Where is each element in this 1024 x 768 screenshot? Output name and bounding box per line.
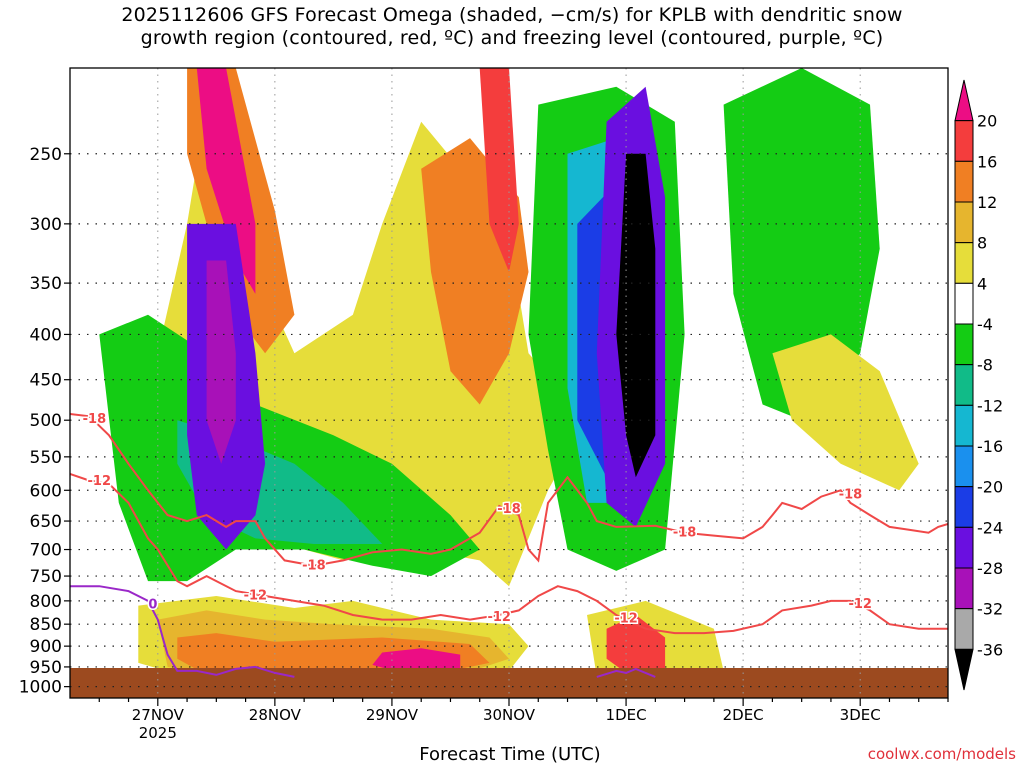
contour-label: -12 [88,474,112,489]
omega-region-18 [723,68,880,421]
y-tick-label: 800 [30,592,62,612]
colorbar-label: -36 [977,640,1003,659]
contour-label: -12 [614,611,638,626]
chart-title-line1: 2025112606 GFS Forecast Omega (shaded, −… [121,4,903,26]
y-tick-label: 400 [30,325,62,345]
y-tick-label: 450 [30,371,62,391]
colorbar-label: 4 [977,274,987,293]
colorbar-band [954,282,974,325]
y-tick-label: 750 [30,567,62,587]
colorbar-band [954,486,974,528]
y-tick-label: 600 [30,481,62,501]
x-tick-label: 3DEC [840,706,881,724]
x-tick-label: 2DEC [723,706,764,724]
colorbar-label: -32 [977,600,1003,619]
contour-label: -12 [244,589,268,604]
y-tick-label: 1000 [19,678,62,698]
colorbar-band [954,404,974,447]
y-tick-label: 500 [30,411,62,431]
colorbar-label: 20 [977,112,997,131]
contour-label: -12 [487,610,511,625]
colorbar-band [954,201,974,244]
colorbar-band [954,526,974,569]
colorbar-label: 8 [977,234,987,253]
x-tick-sublabel: 2025 [139,724,177,742]
colorbar-band [954,79,974,122]
x-tick-label: 1DEC [606,706,647,724]
omega-region-19 [772,334,919,491]
y-tick-label: 700 [30,541,62,561]
contour-line-2 [70,585,295,678]
contour-label: -18 [673,526,697,541]
colorbar-band [954,323,974,366]
contour-label: 0 [148,597,157,612]
contour-label: -18 [839,487,863,502]
colorbar-band [954,364,974,406]
x-tick-label: 27NOV [132,706,185,724]
colorbar-band [954,242,974,284]
y-tick-label: 950 [30,658,62,678]
contour-label: -18 [302,559,326,574]
y-tick-label: 300 [30,215,62,235]
contour-lines: -18 -18 -18 -18 -18 -12 -12 -12 -12 -12 0 [70,410,948,678]
colorbar-band [954,160,974,203]
colorbar-label: -8 [977,356,993,375]
colorbar-label: -12 [977,396,1003,415]
grid-lines [70,68,948,698]
x-tick-label: 29NOV [366,706,419,724]
y-tick-label: 900 [30,637,62,657]
chart-title-line2: growth region (contoured, red, ºC) and f… [140,27,884,49]
y-tick-label: 550 [30,448,62,468]
colorbar-label: -16 [977,437,1003,456]
contour-line-1 [70,472,948,635]
omega-region-17 [616,153,656,478]
colorbar-label: -28 [977,559,1003,578]
colorbar-label: 12 [977,193,997,212]
colorbar-band [954,567,974,610]
credit-link[interactable]: coolwx.com/models [867,745,1016,763]
omega-region-12 [206,260,236,464]
colorbar: 20 16 12 8 4 -4 -8 -12 -16 -20 -24 -28 -32 -36 [954,79,1003,691]
colorbar-label: 16 [977,152,997,171]
contour-label: -12 [848,597,872,612]
colorbar-band [954,608,974,650]
y-tick-label: 250 [30,145,62,165]
x-axis-label: Forecast Time (UTC) [419,744,601,765]
x-tick-label: 28NOV [249,706,302,724]
colorbar-band [954,648,974,691]
omega-region-10 [479,68,519,272]
colorbar-band [954,120,974,162]
contour-line-0 [70,413,948,567]
y-tick-label: 350 [30,274,62,294]
colorbar-label: -20 [977,478,1003,497]
y-axis: 2503003504004505005506006507007508008509… [19,145,70,698]
colorbar-label: -24 [977,518,1003,537]
contour-label: -18 [497,502,521,517]
y-tick-label: 850 [30,615,62,635]
omega-shading [99,68,919,677]
colorbar-label: -4 [977,315,993,334]
y-tick-label: 650 [30,512,62,532]
contour-line-3 [596,667,656,678]
omega-region-8 [196,68,256,294]
x-tick-label: 30NOV [483,706,536,724]
contour-label: -18 [83,412,107,427]
colorbar-band [954,445,974,488]
